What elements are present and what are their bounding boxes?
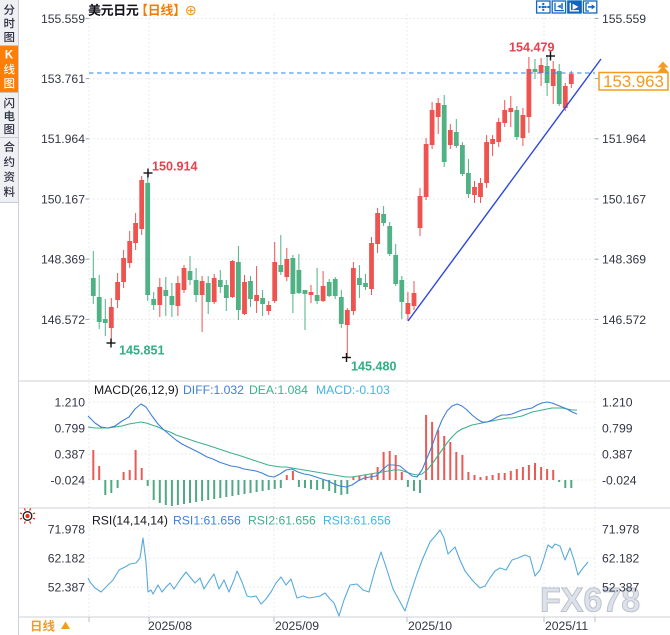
svg-text:1.210: 1.210 [55, 395, 86, 409]
svg-text:153.963: 153.963 [603, 72, 664, 91]
svg-text:153.761: 153.761 [41, 72, 85, 86]
svg-text:K: K [5, 50, 14, 62]
svg-text:0.799: 0.799 [55, 421, 86, 435]
svg-text:RSI3:61.656: RSI3:61.656 [323, 514, 391, 528]
svg-text:146.572: 146.572 [41, 313, 85, 327]
svg-text:148.369: 148.369 [41, 253, 85, 267]
svg-text:2025/09: 2025/09 [275, 619, 319, 633]
svg-text:155.559: 155.559 [602, 12, 646, 26]
svg-text:0.799: 0.799 [602, 421, 633, 435]
svg-text:154.479: 154.479 [509, 41, 555, 55]
svg-text:150.914: 150.914 [152, 160, 198, 174]
svg-text:52.387: 52.387 [48, 580, 85, 594]
svg-text:2025/10: 2025/10 [408, 619, 452, 633]
svg-text:RSI1:61.656: RSI1:61.656 [173, 514, 241, 528]
svg-text:148.369: 148.369 [602, 253, 646, 267]
svg-text:71.978: 71.978 [48, 522, 85, 536]
svg-text:DEA:1.084: DEA:1.084 [249, 383, 308, 397]
svg-text:MACD(26,12,9): MACD(26,12,9) [94, 383, 179, 397]
svg-text:145.480: 145.480 [351, 360, 397, 374]
svg-text:DIFF:1.032: DIFF:1.032 [183, 383, 244, 397]
svg-text:150.167: 150.167 [41, 192, 85, 206]
svg-text:146.572: 146.572 [602, 313, 646, 327]
svg-text:MACD:-0.103: MACD:-0.103 [316, 383, 390, 397]
svg-text:151.964: 151.964 [41, 132, 85, 146]
svg-text:RSI2:61.656: RSI2:61.656 [248, 514, 316, 528]
svg-text:0.387: 0.387 [602, 447, 633, 461]
svg-text:RSI(14,14,14): RSI(14,14,14) [92, 514, 168, 528]
svg-text:52.387: 52.387 [602, 580, 639, 594]
svg-text:1.210: 1.210 [602, 395, 633, 409]
svg-text:-0.024: -0.024 [602, 473, 637, 487]
svg-text:71.978: 71.978 [602, 522, 639, 536]
svg-text:155.559: 155.559 [41, 12, 85, 26]
svg-text:62.182: 62.182 [48, 551, 85, 565]
svg-text:145.851: 145.851 [119, 344, 165, 358]
svg-text:0.387: 0.387 [55, 447, 86, 461]
svg-text:FX678: FX678 [540, 582, 640, 620]
svg-text:-0.024: -0.024 [50, 473, 85, 487]
svg-text:2025/08: 2025/08 [148, 619, 192, 633]
svg-text:2025/11: 2025/11 [545, 619, 588, 633]
svg-text:151.964: 151.964 [602, 132, 646, 146]
svg-text:150.167: 150.167 [602, 192, 646, 206]
svg-text:62.182: 62.182 [602, 551, 639, 565]
